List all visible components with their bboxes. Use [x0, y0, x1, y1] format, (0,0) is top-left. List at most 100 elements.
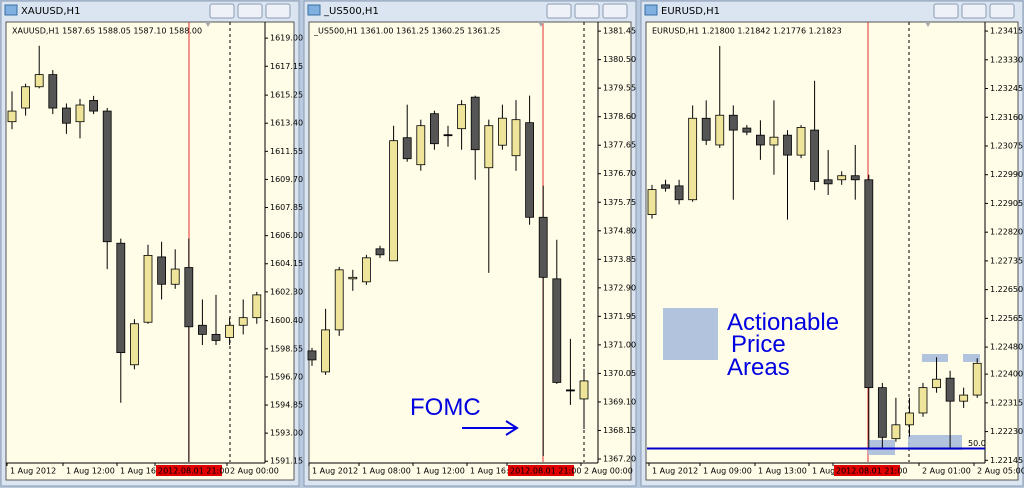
- candle-body: [7, 110, 17, 123]
- candle-body: [769, 136, 779, 146]
- y-tick-label: 1598.55: [270, 344, 303, 353]
- candle-body: [742, 127, 752, 133]
- maximize-button[interactable]: [961, 3, 987, 19]
- y-tick-label: 1.22480: [990, 343, 1023, 352]
- y-tick-label: 1619.00: [270, 34, 303, 43]
- candle-body: [552, 278, 562, 383]
- x-tick-label: 1 Aug 2012: [652, 467, 698, 476]
- y-tick-label: 1370.05: [603, 369, 636, 378]
- y-tick-label: 1602.30: [270, 287, 303, 296]
- x-tick-label: 1 Aug 2012: [312, 467, 358, 476]
- candle-body: [62, 107, 71, 124]
- candle-body: [783, 134, 792, 156]
- candle-body: [361, 257, 371, 283]
- candle-body: [796, 126, 806, 156]
- candle-body: [348, 276, 358, 280]
- close-button[interactable]: [265, 3, 291, 19]
- x-tick-label: 2012.08.01 21:00: [158, 467, 229, 476]
- close-button[interactable]: [602, 3, 628, 19]
- y-tick-label: 1378.60: [603, 112, 636, 121]
- time-marker-bg: [156, 465, 222, 476]
- y-tick-label: 1369.10: [603, 397, 636, 406]
- candle-body: [674, 185, 684, 201]
- candle-body: [932, 378, 941, 389]
- candle-body: [511, 119, 521, 157]
- x-tick-label: 2 Aug 01:00: [922, 467, 971, 476]
- y-tick-label: 1591.15: [270, 457, 303, 466]
- annotation: Actionable: [727, 309, 839, 336]
- minimize-button[interactable]: [209, 3, 235, 19]
- candle-body: [429, 113, 439, 145]
- y-tick-label: 1.22315: [990, 398, 1023, 407]
- minimize-button[interactable]: [933, 3, 959, 19]
- x-tick-label: 2 Aug 00:00: [230, 467, 279, 476]
- y-tick-label: 1594.85: [270, 401, 303, 410]
- maximize-button[interactable]: [574, 3, 600, 19]
- candle-body: [89, 100, 98, 112]
- maximize-button[interactable]: [237, 3, 263, 19]
- scroll-marker: [925, 22, 931, 27]
- candle-body: [157, 256, 167, 285]
- candle-body: [877, 387, 887, 438]
- annotation: Areas: [727, 354, 790, 381]
- symbol-info: EURUSD,H1 1.21800 1.21842 1.21776 1.2182…: [652, 27, 842, 36]
- candle-body: [579, 380, 589, 400]
- candle-body: [701, 117, 711, 141]
- scroll-marker: [538, 22, 544, 27]
- candle-body: [470, 96, 480, 151]
- candle-body: [756, 134, 765, 146]
- window-title: XAUUSD,H1: [21, 6, 80, 17]
- y-tick-label: 1.22400: [990, 370, 1023, 379]
- candle-body: [321, 329, 331, 373]
- annotation: Price: [731, 331, 786, 358]
- candle-body: [497, 117, 507, 146]
- y-tick-label: 1615.25: [270, 91, 303, 100]
- x-tick-label: 2 Aug 05:00: [977, 467, 1024, 476]
- candle-body: [21, 86, 31, 109]
- y-tick-label: 1609.70: [270, 175, 303, 184]
- candle-body: [457, 104, 467, 130]
- window-icon: [307, 4, 321, 16]
- y-tick-label: 1.22650: [990, 285, 1023, 294]
- y-tick-label: 1600.40: [270, 316, 303, 325]
- x-tick-label: 1 Aug 2012: [10, 467, 56, 476]
- x-tick-label: 1 Aug 09:00: [703, 467, 752, 476]
- x-tick-label: 1 Aug 13:00: [758, 467, 807, 476]
- candle-body: [389, 140, 399, 262]
- candle-body: [143, 254, 153, 323]
- candle-body: [905, 412, 914, 426]
- candle-body: [972, 362, 982, 396]
- candle-body: [170, 268, 180, 285]
- y-tick-label: 1.23160: [990, 113, 1023, 122]
- candle-body: [661, 184, 670, 189]
- x-tick-label: 1 Aug 12:00: [416, 467, 465, 476]
- candle-body: [850, 175, 860, 181]
- x-tick-label: 2012.08.01 21:00: [836, 467, 907, 476]
- candle-body: [48, 74, 58, 109]
- y-tick-label: 1.22735: [990, 256, 1023, 265]
- y-tick-label: 1596.70: [270, 372, 303, 381]
- candle-body: [75, 104, 85, 123]
- y-tick-label: 1371.00: [603, 340, 636, 349]
- x-tick-label: 1 Aug 12:00: [66, 467, 115, 476]
- candle-body: [225, 324, 235, 338]
- candle-body: [945, 377, 955, 402]
- y-tick-label: 1372.90: [603, 283, 636, 292]
- candle-body: [837, 175, 847, 181]
- x-tick-label: 1 Aug 16:: [470, 467, 509, 476]
- price-area: [963, 354, 980, 362]
- price-area: [663, 308, 718, 360]
- close-button[interactable]: [989, 3, 1015, 19]
- y-tick-label: 1.22820: [990, 228, 1023, 237]
- window-icon: [644, 4, 658, 16]
- x-tick-label: 2 Aug 00:00: [584, 467, 633, 476]
- minimize-button[interactable]: [546, 3, 572, 19]
- y-tick-label: 1617.15: [270, 62, 303, 71]
- y-tick-label: 1379.55: [603, 84, 636, 93]
- candle-body: [891, 424, 901, 440]
- y-tick-label: 1380.50: [603, 55, 636, 64]
- candle-body: [238, 317, 248, 326]
- annotation-arrowhead: [505, 420, 519, 436]
- window-title: EURUSD,H1: [661, 6, 720, 17]
- candle-body: [538, 216, 548, 278]
